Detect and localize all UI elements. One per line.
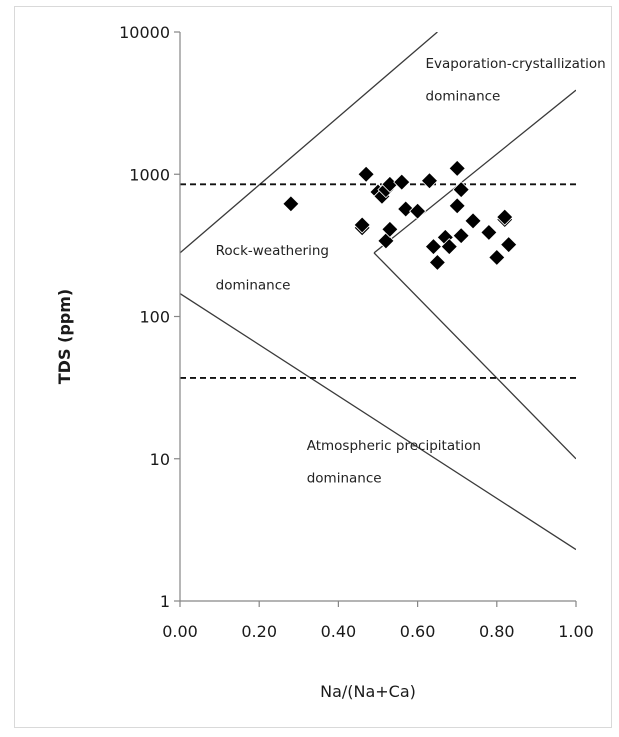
region-label-evap2: dominance [426, 88, 501, 104]
middle-right-boundary [373, 252, 576, 460]
data-point-diamond [452, 181, 470, 199]
upper-left-boundary [180, 32, 438, 254]
x-tick-label: 0.00 [162, 622, 198, 641]
data-point-diamond [353, 216, 371, 234]
lower-boundary [180, 292, 576, 551]
data-point-diamond [496, 208, 514, 226]
data-point-diamond [357, 165, 375, 183]
y-tick-label: 1000 [129, 165, 170, 184]
data-point-diamond [428, 253, 446, 271]
x-tick-label: 0.60 [400, 622, 436, 641]
region-label-evap1: Evaporation-crystallization [426, 56, 606, 72]
x-tick-label: 0.40 [321, 622, 357, 641]
data-point-diamond [377, 232, 395, 250]
data-point-diamond [452, 227, 470, 245]
data-point-diamond [409, 202, 427, 220]
region-label-atm2: dominance [307, 471, 382, 487]
region-label-rock2: dominance [216, 277, 291, 293]
data-point-diamond [393, 173, 411, 191]
y-tick-label: 10 [150, 450, 170, 469]
x-tick-label: 0.20 [241, 622, 277, 641]
y-tick-label: 1 [160, 592, 170, 611]
data-point-diamond [448, 197, 466, 215]
data-point-diamond [424, 238, 443, 256]
region-labels: Evaporation-crystallization dominance Rock… [216, 56, 606, 487]
data-point-diamond [440, 238, 458, 256]
y-tick-label: 100 [139, 308, 170, 327]
chart-frame [14, 6, 612, 728]
x-tick-label: 1.00 [558, 622, 594, 641]
boundary-lines [180, 32, 576, 551]
data-point-diamond [488, 248, 506, 267]
data-points [282, 159, 518, 271]
data-point-diamond [381, 220, 399, 238]
region-label-atm1: Atmospheric precipitation [307, 438, 481, 454]
data-point-diamond [448, 159, 466, 177]
data-point-diamond [397, 200, 415, 218]
region-label-rock1: Rock-weathering [216, 243, 329, 259]
x-axis-title: Na/(Na+Ca) [320, 682, 416, 701]
data-point-diamond [420, 172, 439, 190]
dashed-lines [180, 183, 576, 379]
data-point-diamond [480, 223, 498, 241]
data-point-diamond [464, 212, 482, 230]
x-tick-label: 0.80 [479, 622, 515, 641]
data-point-diamond [282, 195, 300, 213]
data-point-diamond [500, 236, 518, 254]
y-axis-title: TDS (ppm) [55, 289, 74, 385]
x-axis-ticks: 0.00 0.20 0.40 0.60 0.80 1.00 [162, 601, 594, 641]
y-tick-label: 10000 [119, 23, 170, 42]
upper-right-boundary [373, 89, 576, 254]
y-axis-ticks: 1 10 100 1000 10000 [119, 23, 180, 611]
